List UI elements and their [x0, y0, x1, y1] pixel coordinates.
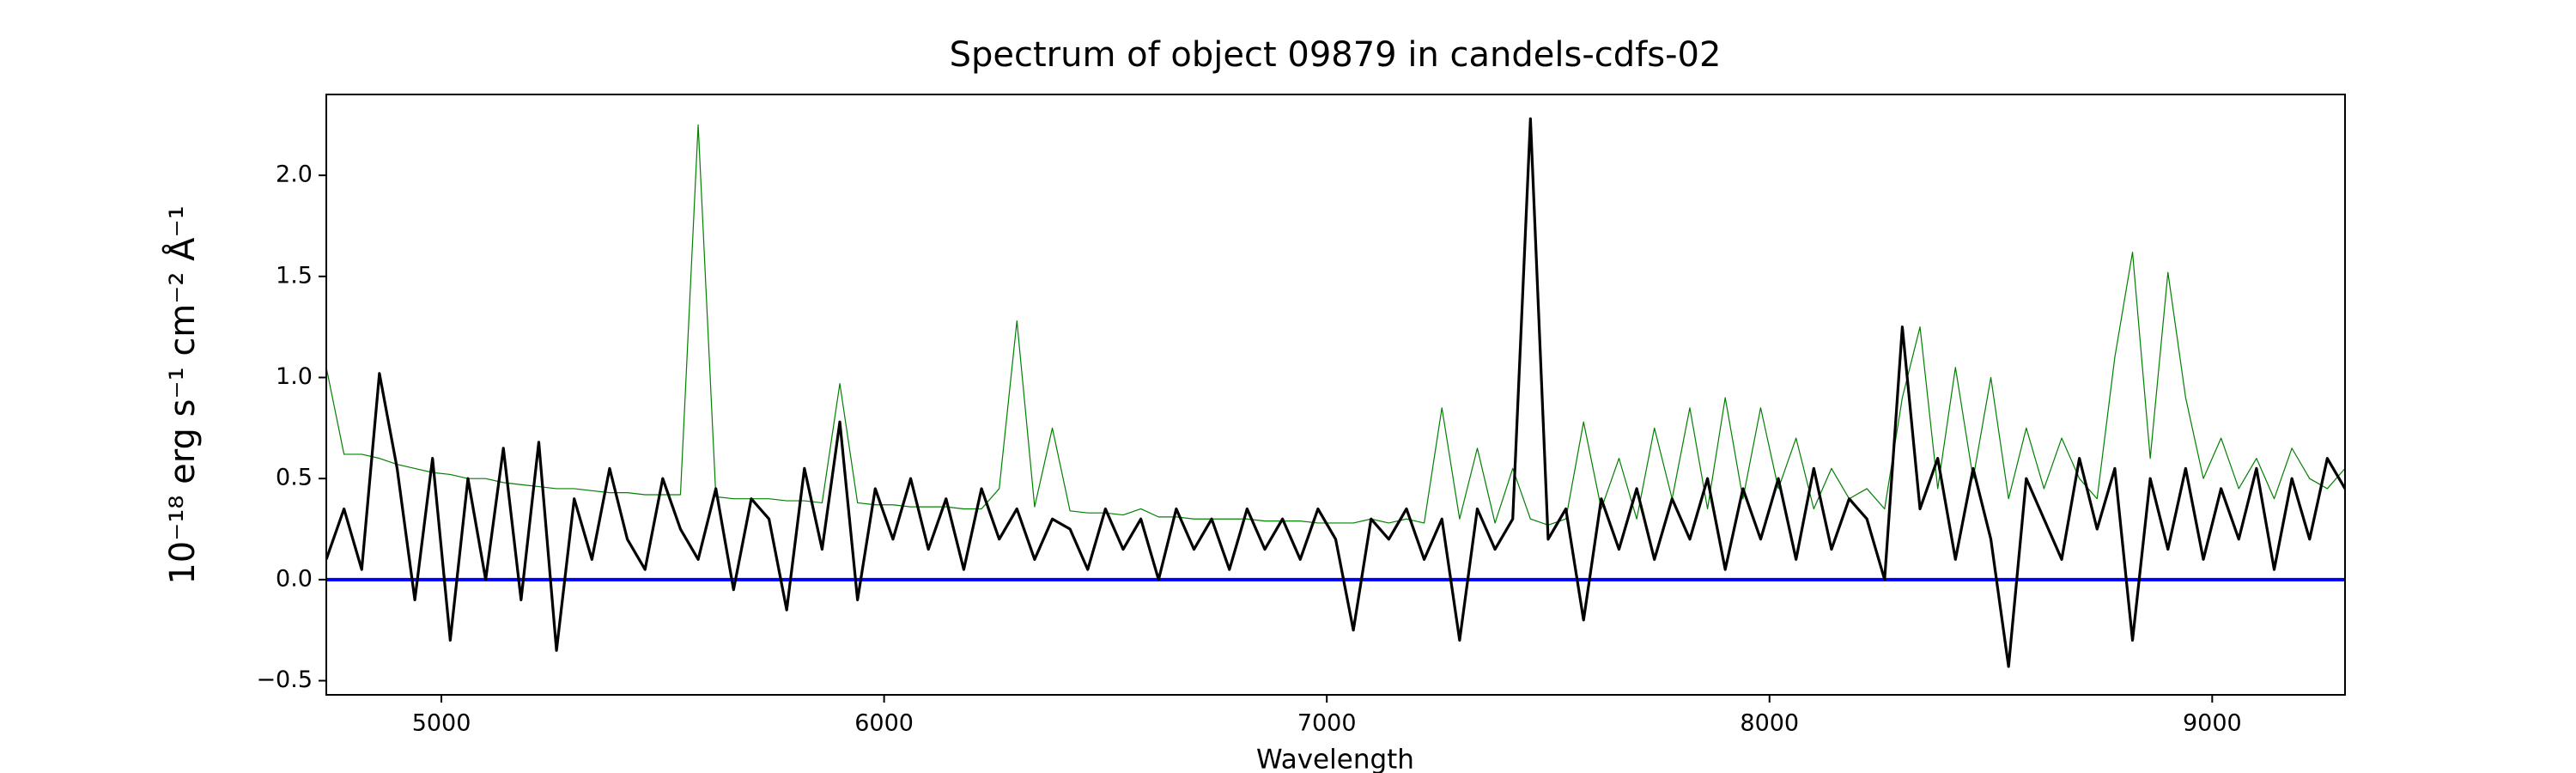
x-tick-label: 6000 [854, 710, 914, 737]
x-tick-label: 7000 [1297, 710, 1357, 737]
x-tick-label: 8000 [1740, 710, 1799, 737]
y-tick-label: 0.0 [276, 565, 313, 592]
y-tick-label: 1.5 [276, 262, 313, 289]
y-tick-label: 2.0 [276, 161, 313, 188]
x-axis-label: Wavelength [1256, 745, 1414, 773]
x-tick-label: 9000 [2183, 710, 2242, 737]
y-axis-label: 10⁻¹⁸ erg s⁻¹ cm⁻² Å⁻¹ [161, 205, 203, 584]
chart-title: Spectrum of object 09879 in candels-cdfs… [950, 35, 1722, 75]
y-tick-label: 1.0 [276, 363, 313, 390]
plot-frame [325, 94, 2346, 696]
y-tick-label: 0.5 [276, 465, 313, 491]
y-tick-label: −0.5 [256, 666, 313, 693]
spectrum-line [326, 124, 2345, 526]
spectrum-line [326, 117, 2345, 668]
x-tick-label: 5000 [412, 710, 471, 737]
